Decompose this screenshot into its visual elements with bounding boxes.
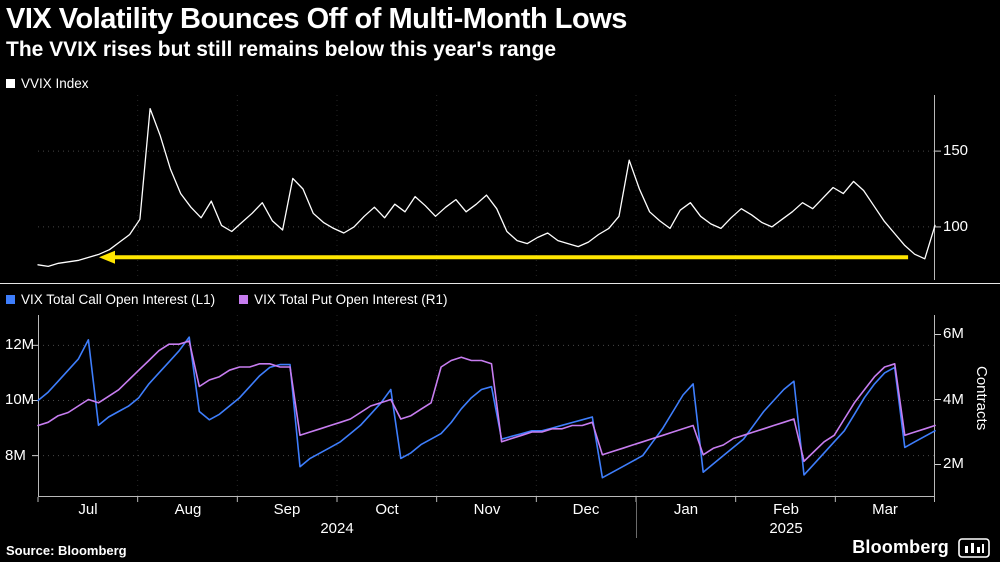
right-axis-tick-2m: 2M (943, 455, 964, 472)
call-oi-legend-label: VIX Total Call Open Interest (L1) (21, 292, 216, 307)
vvix-legend-swatch (6, 79, 15, 88)
month-label-nov: Nov (473, 501, 501, 518)
vvix-legend: VVIX Index (6, 76, 89, 91)
month-label-sep: Sep (273, 501, 301, 518)
month-label-jan: Jan (673, 501, 699, 518)
right-axis-tick-4m: 4M (943, 391, 964, 408)
vvix-line (37, 107, 936, 268)
put-oi-legend-swatch (239, 295, 249, 304)
top-axis-tick-100: 100 (943, 218, 969, 235)
month-label-jul: Jul (78, 501, 98, 518)
year-label-2025: 2025 (769, 520, 803, 537)
open-interest-legend: VIX Total Call Open Interest (L1) VIX To… (6, 292, 447, 307)
lows-arrow-head (98, 250, 115, 264)
vvix-legend-label: VVIX Index (21, 76, 89, 91)
month-label-mar: Mar (872, 501, 898, 518)
month-label-oct: Oct (375, 501, 399, 518)
month-label-aug: Aug (174, 501, 202, 518)
left-axis-tick-10m: 10M (5, 391, 35, 408)
left-axis-tick-12m: 12M (5, 336, 35, 353)
bloomberg-logo-icon (958, 537, 990, 558)
year-separator (636, 497, 637, 538)
bloomberg-brand: Bloomberg (852, 537, 990, 558)
right-axis-tick-6m: 6M (943, 325, 964, 342)
source-credit: Source: Bloomberg (6, 543, 127, 558)
vvix-line-chart (37, 95, 941, 280)
month-label-feb: Feb (773, 501, 799, 518)
call-oi-line (37, 336, 936, 479)
top-axis-tick-150: 150 (943, 142, 969, 159)
page-title: VIX Volatility Bounces Off of Multi-Mont… (6, 3, 627, 35)
panel-divider (0, 283, 1000, 284)
page-subtitle: The VVIX rises but still remains below t… (6, 38, 557, 61)
year-label-2024: 2024 (320, 520, 354, 537)
open-interest-line-chart (32, 315, 941, 502)
put-oi-legend-label: VIX Total Put Open Interest (R1) (254, 292, 448, 307)
month-label-dec: Dec (572, 501, 600, 518)
call-oi-legend-swatch (6, 295, 15, 304)
left-axis-tick-8m: 8M (5, 447, 26, 464)
right-axis-title: Contracts (973, 366, 990, 431)
call-oi-legend-item: VIX Total Call Open Interest (L1) (6, 292, 215, 307)
bloomberg-wordmark: Bloomberg (852, 537, 949, 557)
put-oi-line (37, 340, 936, 463)
put-oi-legend-item: VIX Total Put Open Interest (R1) (239, 292, 447, 307)
